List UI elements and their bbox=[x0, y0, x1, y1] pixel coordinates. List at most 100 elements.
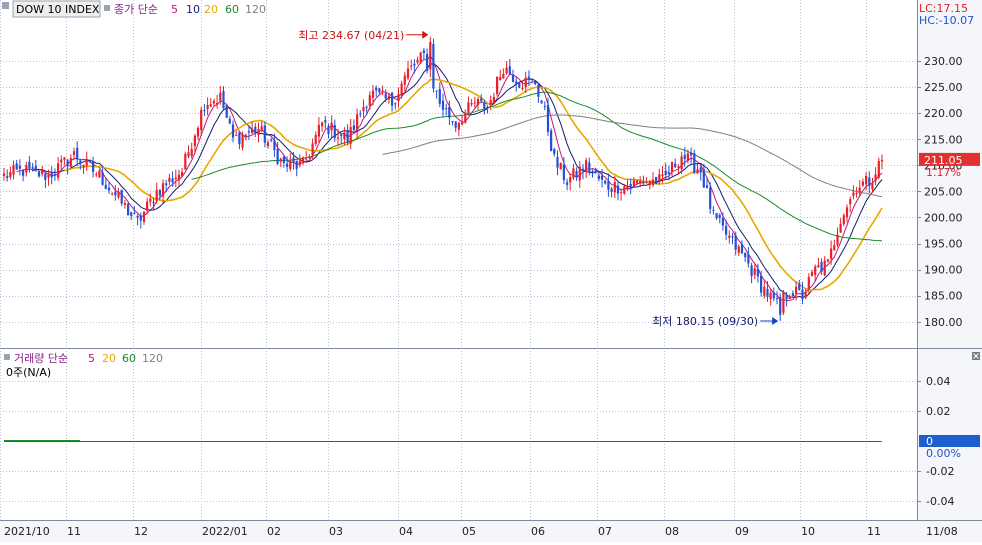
candle bbox=[779, 293, 782, 321]
candle bbox=[161, 179, 165, 204]
symbol-box[interactable] bbox=[12, 0, 101, 18]
candle-body bbox=[877, 161, 880, 178]
candle bbox=[416, 56, 419, 65]
candle bbox=[50, 166, 53, 185]
low-annotation: 최저 180.15 (09/30) bbox=[652, 315, 758, 328]
volume-ma60-legend[interactable]: 60 bbox=[122, 352, 136, 365]
candle bbox=[642, 175, 645, 186]
candle-body bbox=[114, 191, 117, 196]
candle bbox=[130, 211, 133, 221]
ma10-legend[interactable]: 10 bbox=[186, 3, 200, 16]
candle-body bbox=[397, 94, 400, 102]
candle-body bbox=[292, 157, 295, 163]
candle bbox=[559, 162, 562, 170]
candle bbox=[295, 160, 298, 177]
candle bbox=[142, 211, 146, 225]
candle bbox=[655, 176, 658, 185]
candle-body bbox=[31, 167, 34, 169]
candle-body bbox=[699, 167, 702, 173]
candle bbox=[330, 115, 333, 138]
candle-body bbox=[365, 106, 368, 108]
candle-body bbox=[120, 189, 123, 204]
volume-close-icon[interactable] bbox=[972, 352, 980, 360]
candle bbox=[28, 156, 31, 173]
ma60-legend[interactable]: 60 bbox=[225, 3, 239, 16]
candle bbox=[667, 165, 670, 181]
candle-body bbox=[629, 184, 632, 187]
candle bbox=[114, 185, 117, 201]
candle-body bbox=[276, 149, 279, 164]
ma120-legend[interactable]: 120 bbox=[245, 3, 266, 16]
candle bbox=[117, 187, 120, 200]
candle-body bbox=[823, 260, 826, 276]
candle bbox=[57, 156, 60, 181]
volume-ma20-legend[interactable]: 20 bbox=[102, 352, 116, 365]
candle bbox=[505, 61, 508, 75]
volume-badge-label: 0 bbox=[926, 435, 933, 448]
candle-body bbox=[725, 225, 728, 235]
candle-body bbox=[235, 134, 238, 136]
candle-body bbox=[193, 135, 196, 147]
candle-body bbox=[321, 122, 324, 127]
candle-body bbox=[12, 165, 15, 175]
candle-body bbox=[772, 292, 775, 299]
candle bbox=[308, 154, 311, 160]
candle-body bbox=[349, 126, 352, 144]
candle bbox=[413, 59, 416, 74]
axes: 180.00185.00190.00195.00200.00205.00210.… bbox=[4, 55, 980, 538]
candle bbox=[44, 172, 47, 189]
candle bbox=[279, 157, 282, 168]
candle-body bbox=[216, 103, 219, 105]
ma10-line bbox=[32, 63, 883, 298]
candle bbox=[807, 273, 810, 295]
candle bbox=[403, 71, 406, 92]
candle-body bbox=[610, 188, 613, 192]
candle bbox=[718, 213, 721, 224]
candle bbox=[639, 176, 642, 187]
volume-ma5-legend[interactable]: 5 bbox=[88, 352, 95, 365]
candle bbox=[146, 197, 149, 215]
candle bbox=[842, 213, 845, 227]
ma20-legend[interactable]: 20 bbox=[204, 3, 218, 16]
candle-body bbox=[432, 44, 435, 89]
candle-body bbox=[286, 163, 289, 167]
indicator-toggle-icon[interactable] bbox=[104, 5, 110, 11]
candle-body bbox=[826, 259, 829, 262]
candle bbox=[540, 100, 543, 104]
candle-body bbox=[168, 177, 171, 182]
y-tick-label: 200.00 bbox=[924, 211, 963, 224]
candle bbox=[658, 168, 661, 185]
candle-body bbox=[680, 156, 683, 169]
candle bbox=[696, 164, 699, 174]
candle-body bbox=[41, 169, 44, 174]
candle bbox=[852, 185, 855, 200]
candle bbox=[616, 180, 620, 201]
last-price-badge bbox=[919, 152, 980, 166]
candle bbox=[610, 186, 613, 198]
candle bbox=[254, 123, 257, 138]
legend-toggle-icon[interactable] bbox=[2, 2, 9, 9]
candle bbox=[231, 120, 235, 143]
candle bbox=[406, 60, 410, 81]
candle-body bbox=[28, 161, 31, 169]
candle bbox=[25, 161, 28, 177]
candle bbox=[2, 168, 6, 181]
candle bbox=[531, 78, 534, 84]
candle-body bbox=[623, 186, 626, 194]
candle bbox=[763, 279, 766, 299]
candle-body bbox=[238, 132, 241, 145]
candle bbox=[585, 157, 588, 178]
volume-ma120-legend[interactable]: 120 bbox=[142, 352, 163, 365]
candle-body bbox=[600, 175, 604, 180]
x-tick-label: 11 bbox=[867, 525, 881, 538]
candle bbox=[810, 269, 814, 277]
candle-body bbox=[515, 81, 518, 85]
candle bbox=[680, 151, 683, 175]
candle-body bbox=[531, 78, 534, 80]
y-tick-label: 180.00 bbox=[924, 316, 963, 329]
volume-toggle-icon[interactable] bbox=[4, 354, 10, 360]
candle-body bbox=[53, 173, 56, 176]
ma5-legend[interactable]: 5 bbox=[171, 3, 178, 16]
candle-body bbox=[594, 169, 597, 173]
